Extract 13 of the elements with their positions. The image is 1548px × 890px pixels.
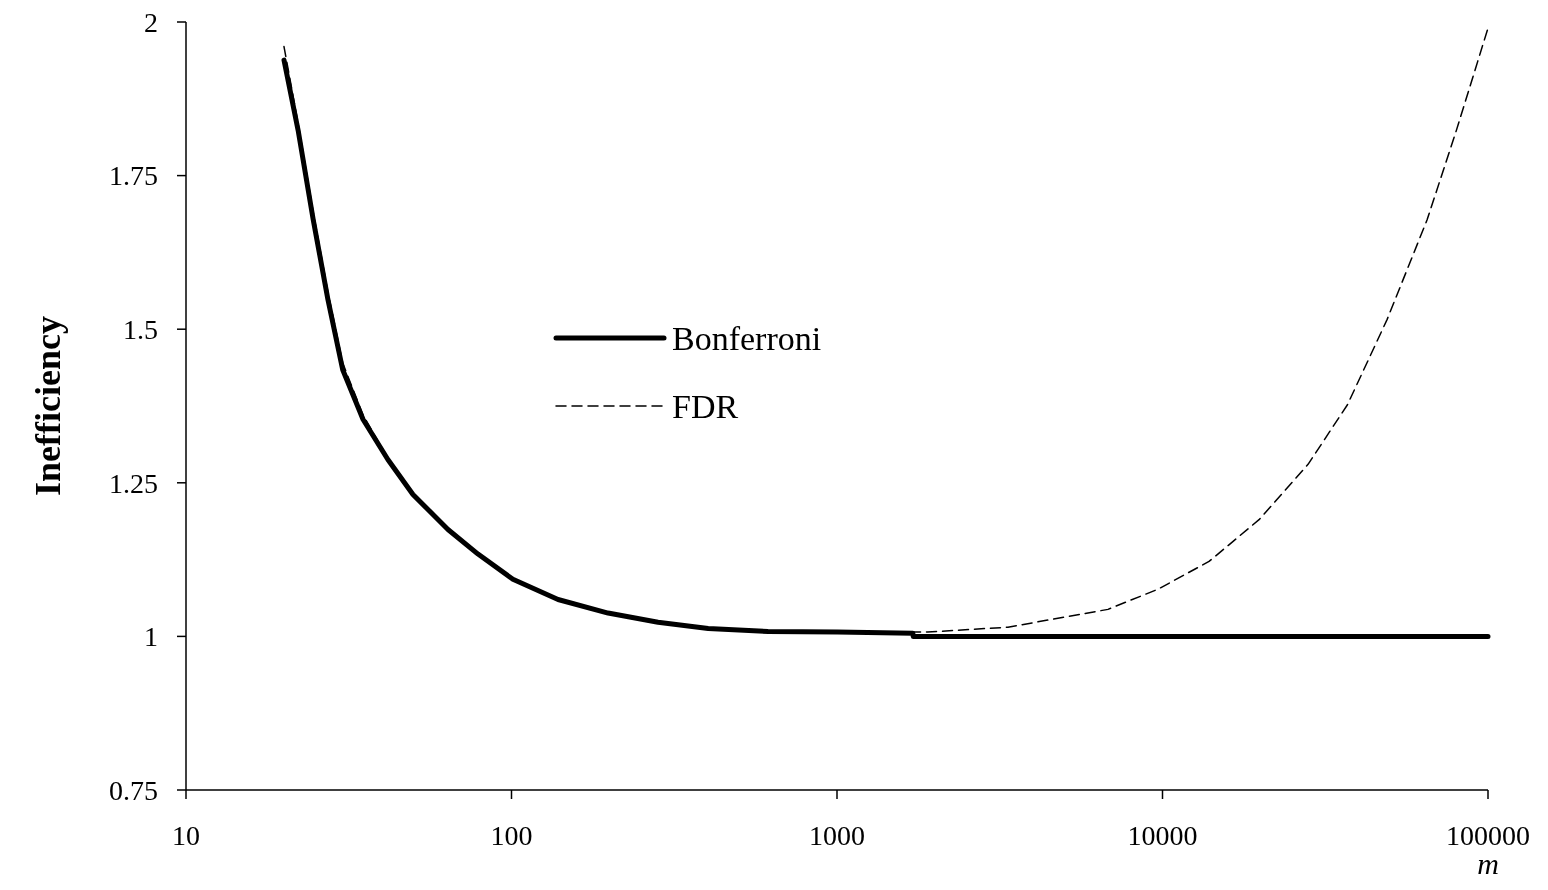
y-tick-label: 1 [144,621,158,653]
legend-label: FDR [672,387,739,425]
y-tick-label: 2 [144,6,158,38]
y-tick-label: 0.75 [109,774,158,806]
legend-label: Bonferroni [672,319,822,357]
x-tick-label: 1000 [809,820,865,851]
x-tick-label: 100 [490,820,533,851]
y-tick-label: 1.5 [123,314,158,345]
x-tick-label: 10000 [1127,820,1198,851]
y-tick-label: 1.75 [109,160,158,192]
y-axis-title: Inefficiency [28,316,68,496]
y-tick-label: 1.25 [109,467,158,499]
x-tick-label: 10 [172,820,200,851]
